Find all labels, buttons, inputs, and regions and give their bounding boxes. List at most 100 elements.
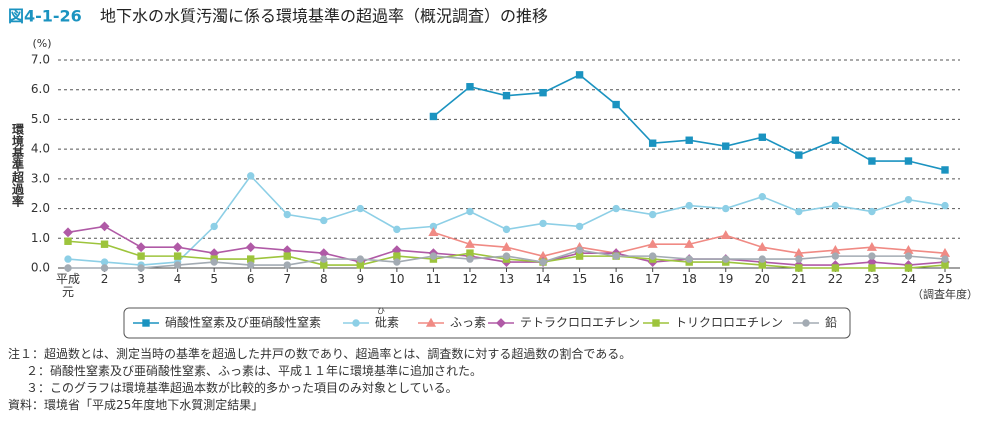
marker <box>941 261 949 269</box>
marker <box>539 88 547 97</box>
marker <box>647 239 658 248</box>
marker <box>795 207 803 216</box>
x-tick-label: 23 <box>864 272 880 286</box>
marker <box>941 255 949 263</box>
x-tick-label: 25 <box>937 272 953 286</box>
marker <box>612 252 620 260</box>
marker <box>99 221 110 232</box>
x-tick-label: 17 <box>645 272 661 286</box>
marker <box>795 255 803 263</box>
y-tick-label: 7.0 <box>31 53 50 67</box>
x-tick-label: 9 <box>356 272 365 286</box>
y-axis-label: 環境基準超過率 <box>11 123 25 208</box>
marker <box>685 136 693 144</box>
x-tick-label: 10 <box>389 272 405 286</box>
marker <box>136 242 146 253</box>
marker <box>502 225 511 234</box>
marker <box>502 91 511 100</box>
x-tick-label: 平成元 <box>55 272 80 299</box>
x-tick-label: 20 <box>754 272 770 286</box>
marker <box>684 239 695 248</box>
marker <box>758 261 766 269</box>
marker <box>502 252 511 260</box>
marker <box>429 252 438 260</box>
marker <box>356 261 365 269</box>
marker <box>393 258 401 266</box>
x-tick-label: 21 <box>791 272 807 286</box>
marker <box>757 241 768 251</box>
note: ２：硝酸性窒素及び亜硝酸性窒素、ふっ素は、平成１１年に環境基準に追加された。 <box>26 364 483 378</box>
marker <box>831 136 840 144</box>
x-tick-label: 12 <box>462 272 478 286</box>
marker <box>720 230 731 240</box>
marker <box>575 222 584 231</box>
marker <box>356 204 365 213</box>
marker <box>142 319 150 327</box>
marker <box>795 151 803 159</box>
marker <box>210 222 218 231</box>
marker <box>941 166 949 174</box>
marker <box>393 225 401 234</box>
x-tick-label: 18 <box>681 272 697 286</box>
figure-number: 図4-1-26 <box>8 7 82 26</box>
marker <box>172 242 183 253</box>
marker <box>466 249 474 257</box>
marker <box>539 219 547 228</box>
marker <box>575 71 584 79</box>
marker <box>466 207 474 216</box>
marker <box>868 157 876 165</box>
marker <box>283 261 291 269</box>
x-tick-label: 15 <box>571 272 588 286</box>
note: ３：このグラフは環境基準超過本数が比較的多かった項目のみ対象としている。 <box>26 381 458 395</box>
marker <box>868 252 876 260</box>
marker <box>283 210 291 219</box>
y-tick-label: 4.0 <box>31 142 50 156</box>
legend-ruby: ひ <box>377 307 385 316</box>
marker <box>100 264 109 272</box>
marker <box>100 258 109 266</box>
marker <box>173 261 182 269</box>
marker <box>496 318 506 328</box>
marker <box>612 204 620 213</box>
x-tick-label: 19 <box>718 272 734 286</box>
x-tick-label: 4 <box>173 272 182 286</box>
marker <box>247 261 255 269</box>
marker <box>501 241 512 251</box>
marker <box>137 264 145 272</box>
marker <box>137 252 145 260</box>
marker <box>904 157 913 165</box>
marker <box>866 241 877 251</box>
marker <box>831 252 840 260</box>
marker <box>648 252 657 260</box>
marker <box>652 319 660 327</box>
legend-label: 硝酸性窒素及び亜硝酸性窒素 <box>165 315 321 330</box>
marker <box>64 237 72 245</box>
marker <box>612 100 620 109</box>
y-tick-label: 6.0 <box>31 82 50 96</box>
marker <box>429 112 438 121</box>
x-tick-label: 13 <box>498 272 515 286</box>
marker <box>100 240 109 248</box>
marker <box>64 264 72 272</box>
marker <box>758 133 766 141</box>
marker <box>685 201 693 210</box>
legend-label: 鉛 <box>825 316 837 330</box>
y-tick-label: 5.0 <box>31 112 50 126</box>
marker <box>539 258 547 266</box>
marker <box>722 142 730 150</box>
legend-label: トリクロロエチレン <box>675 316 783 330</box>
marker <box>831 264 840 272</box>
marker <box>904 252 913 260</box>
marker <box>352 319 360 327</box>
y-tick-label: 3.0 <box>31 171 50 185</box>
marker <box>904 264 913 272</box>
marker <box>320 261 328 269</box>
marker <box>868 207 876 216</box>
x-tick-label: 6 <box>246 272 255 286</box>
marker <box>831 201 840 210</box>
marker <box>466 83 474 91</box>
x-tick-label: 24 <box>900 272 917 286</box>
y-tick-label: 1.0 <box>31 231 50 245</box>
legend-label: テトラクロロエチレン <box>520 316 640 330</box>
